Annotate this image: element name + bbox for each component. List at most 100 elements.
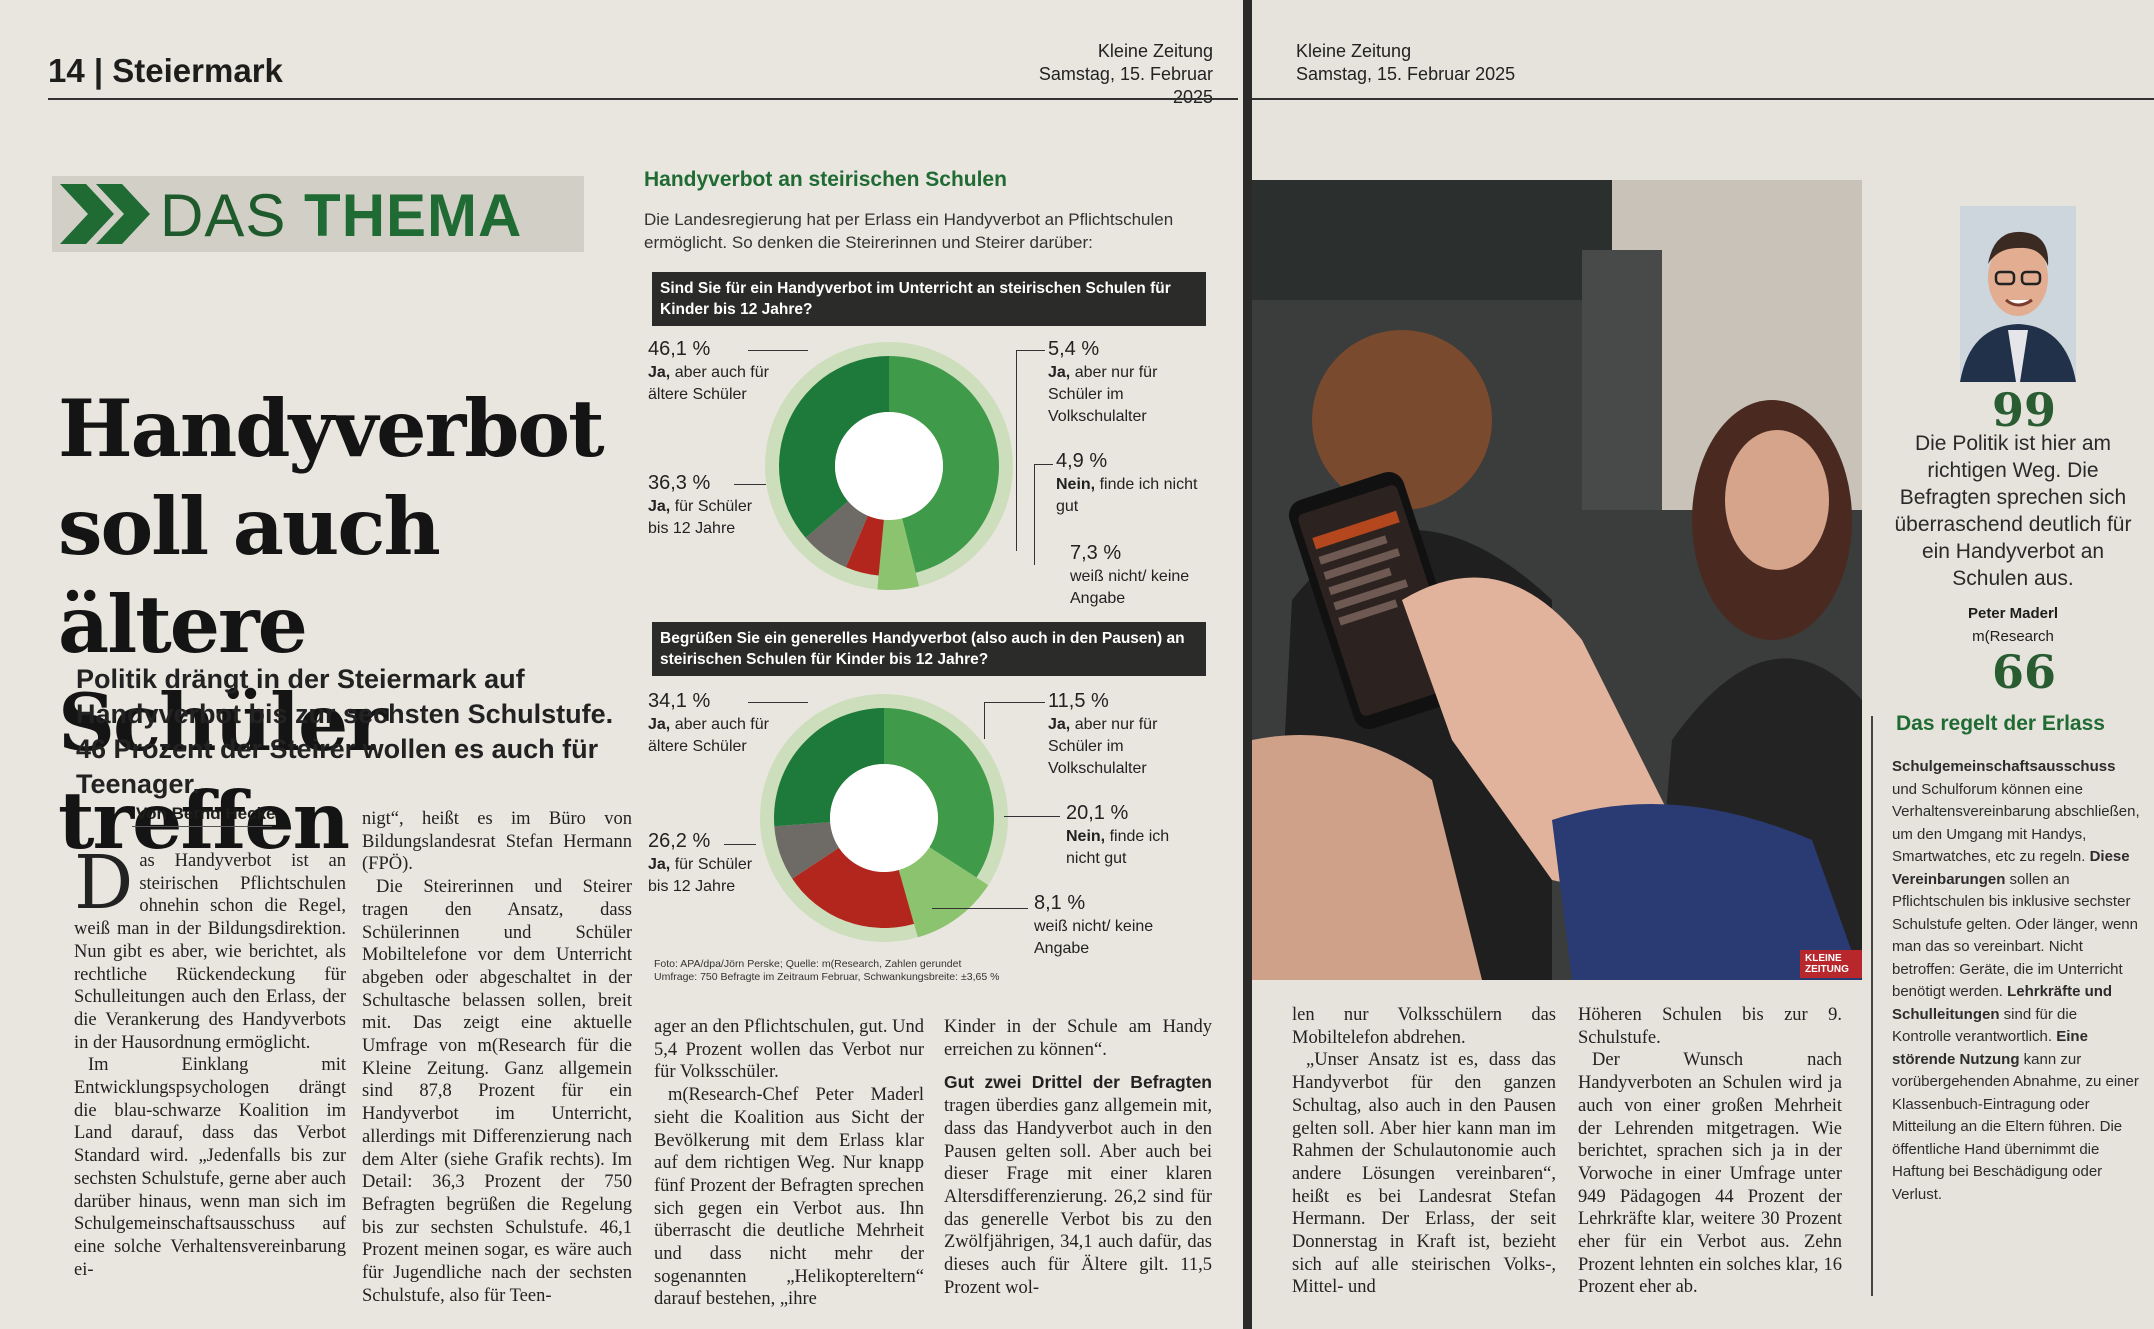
header-rule [1252,98,2154,100]
infobox-term: Schulgemeinschaftsausschuss [1892,758,2116,775]
infobox-term: Diese Vereinbarungen [1892,848,2130,888]
question-2-bar: Begrüßen Sie ein generelles Handyverbot … [652,622,1206,676]
article-column-4: Kinder in der Schule am Handy erreichen … [944,1016,1212,1299]
paragraph: len nur Volksschülern das Mobiltelefon a… [1292,1005,1556,1048]
infobox-text: Schulgemeinschaftsausschuss und Schulfor… [1892,758,2140,1203]
paragraph: Im Einklang mit Entwicklungspsychologen … [74,1055,346,1280]
kicker-light: DAS [160,182,305,249]
kicker-bold: THEMA [304,182,523,249]
paragraph: „Unser Ansatz ist es, dass das Handyverb… [1292,1050,1556,1298]
donut2-label-weiss-nicht: 8,1 % weiß nicht/ keine Angabe [1034,892,1154,957]
donut-chart-1 [765,342,1013,590]
donut-2-slices [760,694,1008,942]
leader-line [932,908,1028,909]
leader-line [734,484,766,485]
kicker-label: DAS THEMA [160,186,522,246]
quote-close-icon: 66 [1992,645,2057,699]
page-gutter [1243,0,1252,1329]
donut2-label-nein: 20,1 % Nein, finde ich nicht gut [1066,802,1170,867]
lead-in: Gut zwei Drittel der Befragten [944,1072,1212,1093]
slice-weiss-nicht [805,501,868,568]
section-kicker: DAS THEMA [52,176,584,252]
issue-date: Samstag, 15. Februar 2025 [1038,64,1213,107]
donut-chart-2 [760,694,1008,942]
article-column-6: Höheren Schulen bis zur 9. Schulstufe. D… [1578,1004,1842,1299]
pull-quote: Die Politik ist hier am richtigen Weg. D… [1894,432,2132,590]
page-folio: 14 | Steiermark [48,52,283,89]
graphic-title: Handyverbot an steirischen Schulen [644,168,1007,191]
infobox-title: Das regelt der Erlass [1896,712,2105,735]
photo-credit-logo: KLEINE ZEITUNG [1800,950,1862,978]
donut2-label-aeltere: 34,1 % Ja, aber auch für ältere Schüler [648,690,769,755]
paper-name: Kleine Zeitung [1097,41,1213,61]
infobox-term: Eine störende Nutzung [1892,1028,2088,1068]
donut1-label-weiss-nicht: 7,3 % weiß nicht/ keine Angabe [1070,542,1190,607]
leader-line [724,844,756,845]
quote-author-name: Peter Maderl [1967,605,2059,622]
right-newspaper-page: Kleine Zeitung Samstag, 15. Februar 2025 [1252,0,2154,1329]
paragraph: Höheren Schulen bis zur 9. Schulstufe. [1578,1005,1842,1048]
donut1-label-bis12: 36,3 % Ja, für Schüler bis 12 Jahre [648,472,753,537]
donut-hole [835,412,943,520]
slice-aeltere [884,708,994,878]
slice-volksschule [898,847,989,938]
donut1-label-nein: 4,9 % Nein, finde ich nicht gut [1056,450,1198,515]
paragraph: as Handyverbot ist an steirischen Pflich… [74,851,346,1053]
slice-bis12 [779,356,889,538]
leader-line [748,350,808,351]
students-with-phone-photo: KLEINE ZEITUNG [1252,180,1862,980]
infobox-term: Lehrkräfte und Schulleitungen [1892,983,2113,1023]
photo-illustration [1252,180,1862,980]
graphic-intro: Die Landesregierung hat per Erlass ein H… [644,210,1174,252]
byline: Von Bernd Hecke [136,804,276,823]
subheadline: Politik drängt in der Steiermark auf Han… [76,664,614,799]
issue-date: Samstag, 15. Februar 2025 [1296,64,1516,84]
slice-nein [792,847,915,928]
masthead-left: Kleine Zeitung Samstag, 15. Februar 2025 [998,40,1213,109]
donut1-label-volksschule: 5,4 % Ja, aber nur für Schüler im Volksch… [1048,338,1158,425]
double-chevron-icon [60,184,150,244]
leader-line [748,702,808,703]
slice-weiss-nicht [774,822,839,879]
donut2-label-volksschule: 11,5 % Ja, aber nur für Schüler im Volksc… [1048,690,1158,777]
paragraph: ager an den Pflichtschulen, gut. Und 5,4… [654,1017,924,1083]
leader-line [1004,816,1060,817]
donut1-label-aeltere: 46,1 % Ja, aber auch für ältere Schüler [648,338,769,403]
quote-open-icon: 99 [1992,383,2057,437]
slice-nein [845,515,884,576]
survey-note: Umfrage: 750 Befragte im Zeitraum Februa… [654,971,1000,983]
article-column-5: len nur Volksschülern das Mobiltelefon a… [1292,1004,1556,1299]
byline-rule [132,826,272,827]
infobox-rule [1871,716,1873,1296]
paragraph: tragen überdies ganz allgemein mit, dass… [944,1096,1212,1298]
header-rule [48,98,1238,100]
portrait-illustration [1960,206,2076,382]
paragraph: Die Steirerinnen und Steirer tragen den … [362,877,632,1306]
headline: Handyverbot soll auch ältere Schüler tre… [58,382,605,867]
dropcap: D [74,840,134,926]
leader-line [984,702,1045,739]
slice-volksschule [877,518,920,590]
left-newspaper-page: 14 | Steiermark Kleine Zeitung Samstag, … [0,0,1243,1329]
survey-graphic: Handyverbot an steirischen Schulen Die L… [644,168,1212,998]
slice-aeltere [889,356,999,573]
article-column-2: nigt“, heißt es im Büro von Bildungsland… [362,808,632,1307]
paragraph: Kinder in der Schule am Handy erreichen … [944,1017,1212,1060]
donut2-label-bis12: 26,2 % Ja, für Schüler bis 12 Jahre [648,830,753,895]
source-line: Foto: APA/dpa/Jörn Perske; Quelle: m(Res… [654,958,962,970]
slice-bis12 [774,708,884,827]
paragraph: m(Research-Chef Peter Maderl sieht die K… [654,1085,924,1310]
leader-line [1016,350,1045,551]
paragraph: Der Wunsch nach Handyverboten an Schulen… [1578,1050,1842,1298]
question-1-bar: Sind Sie für ein Handyverbot im Unterric… [652,272,1206,326]
leader-line [1034,464,1053,565]
paragraph: nigt“, heißt es im Büro von Bildungsland… [362,809,632,875]
graphic-source: Foto: APA/dpa/Jörn Perske; Quelle: m(Res… [654,958,1194,984]
masthead-right: Kleine Zeitung Samstag, 15. Februar 2025 [1296,40,1515,86]
portrait-peter-maderl [1960,206,2076,382]
donut-1-slices [765,342,1013,590]
article-column-3: ager an den Pflichtschulen, gut. Und 5,4… [654,1016,924,1311]
paper-name: Kleine Zeitung [1296,41,1412,61]
donut-hole [830,764,938,872]
